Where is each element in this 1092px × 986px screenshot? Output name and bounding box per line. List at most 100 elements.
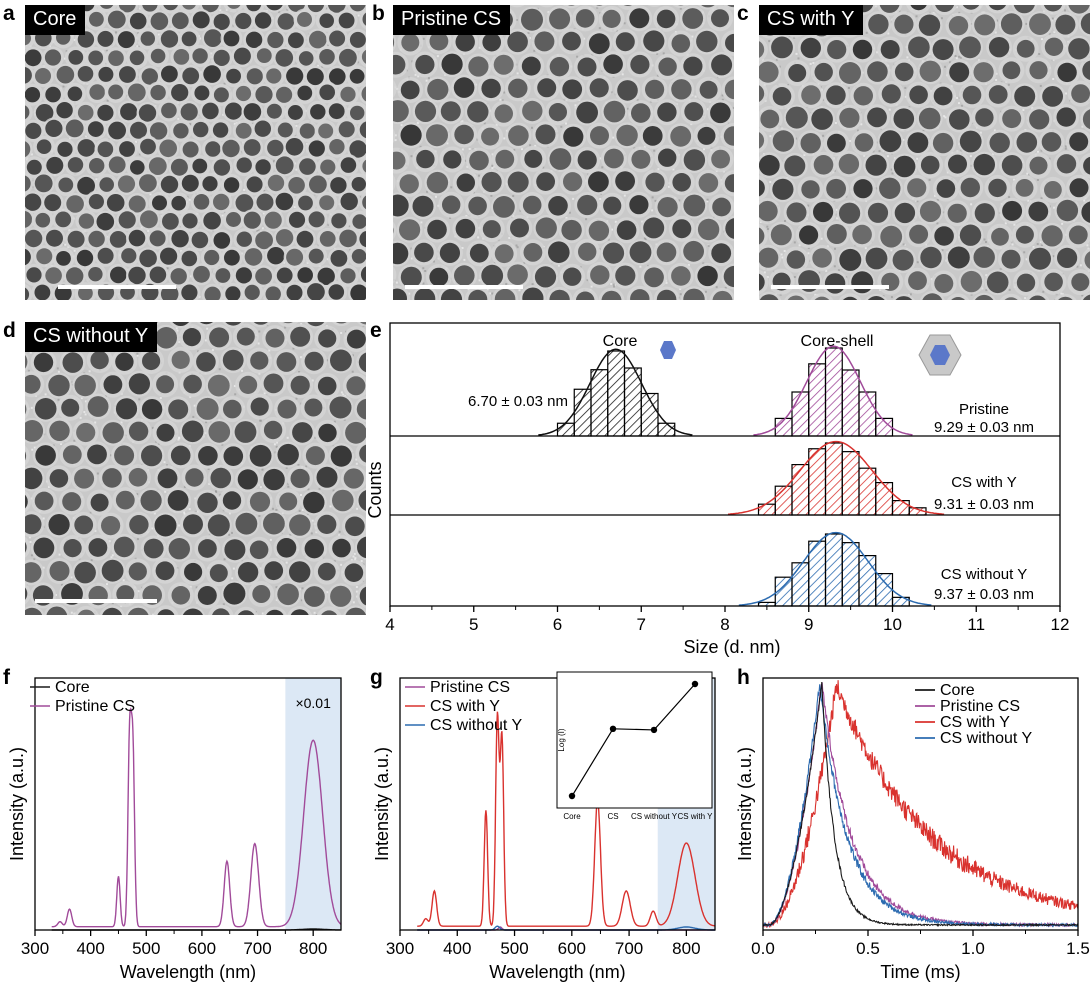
panel-letter-a: a: [3, 2, 15, 25]
nanoparticle: [224, 102, 243, 120]
particle-shell: [393, 33, 397, 52]
nanoparticle: [1058, 296, 1073, 300]
noise-speck: [516, 246, 519, 249]
nanoparticle: [108, 121, 126, 140]
particle-layer: [759, 5, 1090, 300]
noise-speck: [902, 138, 905, 141]
nanoparticle: [549, 57, 570, 77]
nanoparticle: [25, 105, 30, 120]
noise-speck: [1061, 222, 1064, 225]
nanoparticle: [285, 138, 304, 156]
noise-speck: [326, 359, 329, 362]
noise-speck: [58, 553, 61, 556]
noise-speck: [596, 6, 599, 9]
noise-speck: [694, 95, 697, 98]
noise-speck: [422, 282, 425, 285]
noise-speck: [205, 421, 208, 424]
noise-speck: [286, 436, 289, 439]
nanoparticle: [299, 158, 316, 175]
noise-speck: [29, 541, 32, 543]
noise-speck: [354, 558, 357, 561]
noise-speck: [426, 190, 429, 193]
particle-shell: [393, 79, 397, 98]
noise-speck: [766, 276, 769, 279]
noise-speck: [357, 14, 360, 17]
nanoparticle: [142, 5, 158, 12]
noise-speck: [289, 533, 292, 536]
noise-speck: [1023, 251, 1026, 254]
noise-speck: [639, 265, 642, 268]
nanoparticle: [160, 247, 178, 265]
nanoparticle: [99, 177, 114, 192]
noise-speck: [644, 238, 647, 241]
nanoparticle: [671, 79, 692, 100]
noise-speck: [286, 8, 289, 11]
noise-speck: [311, 379, 314, 382]
nanoparticle: [631, 103, 651, 123]
nanoparticle: [521, 56, 541, 76]
nanoparticle: [1001, 249, 1021, 269]
noise-speck: [73, 249, 76, 252]
nanoparticle: [306, 68, 324, 86]
nanoparticle: [577, 150, 597, 170]
noise-speck: [1053, 206, 1056, 209]
nanoparticle: [267, 247, 285, 265]
noise-speck: [547, 11, 550, 14]
nanoparticle: [537, 78, 557, 98]
noise-speck: [1086, 244, 1089, 247]
noise-speck: [211, 349, 214, 351]
noise-speck: [295, 397, 298, 400]
nanoparticle: [973, 246, 995, 268]
nanoparticle: [843, 296, 858, 300]
noise-speck: [825, 269, 828, 272]
noise-speck: [432, 260, 435, 263]
nanoparticle: [77, 139, 96, 157]
nanoparticle: [361, 49, 366, 64]
nanoparticle: [412, 195, 434, 217]
nanoparticle: [25, 211, 33, 228]
noise-speck: [999, 268, 1002, 271]
nanoparticle: [110, 266, 127, 284]
nanoparticle: [974, 14, 996, 36]
nanoparticle: [933, 86, 953, 106]
nanoparticle: [275, 192, 294, 211]
nanoparticle: [109, 231, 127, 248]
noise-speck: [275, 586, 278, 589]
nanoparticle: [852, 39, 873, 60]
nanoparticle: [393, 151, 406, 170]
noise-speck: [916, 261, 919, 264]
nanoparticle: [329, 68, 346, 85]
nanoparticle: [45, 119, 63, 137]
noise-speck: [996, 19, 998, 22]
nanoparticle: [309, 175, 327, 194]
noise-speck: [1081, 125, 1084, 128]
noise-speck: [275, 445, 278, 448]
nanoparticle: [616, 124, 638, 147]
noise-speck: [928, 178, 931, 181]
noise-speck: [489, 292, 492, 295]
nanoparticle: [191, 231, 209, 249]
nanoparticle: [140, 138, 156, 155]
nanoparticle: [320, 159, 336, 175]
noise-speck: [449, 216, 452, 219]
particle-shell: [672, 5, 690, 8]
nanoparticle: [225, 286, 241, 300]
noise-speck: [1008, 288, 1011, 291]
noise-speck: [780, 253, 783, 256]
noise-speck: [1052, 59, 1055, 62]
noise-speck: [258, 330, 261, 333]
nanoparticle: [44, 49, 62, 66]
noise-speck: [623, 194, 626, 197]
nanoparticle: [140, 31, 155, 46]
particle-shell: [810, 293, 834, 300]
noise-speck: [352, 601, 355, 604]
nanoparticle: [46, 229, 63, 247]
nanoparticle: [786, 202, 807, 223]
nanoparticle: [266, 103, 282, 119]
nanoparticle: [340, 268, 356, 284]
noise-speck: [147, 229, 150, 232]
nanoparticle: [223, 177, 240, 193]
noise-speck: [687, 264, 690, 266]
nanoparticle: [724, 174, 734, 193]
nanoparticle: [1004, 297, 1018, 300]
